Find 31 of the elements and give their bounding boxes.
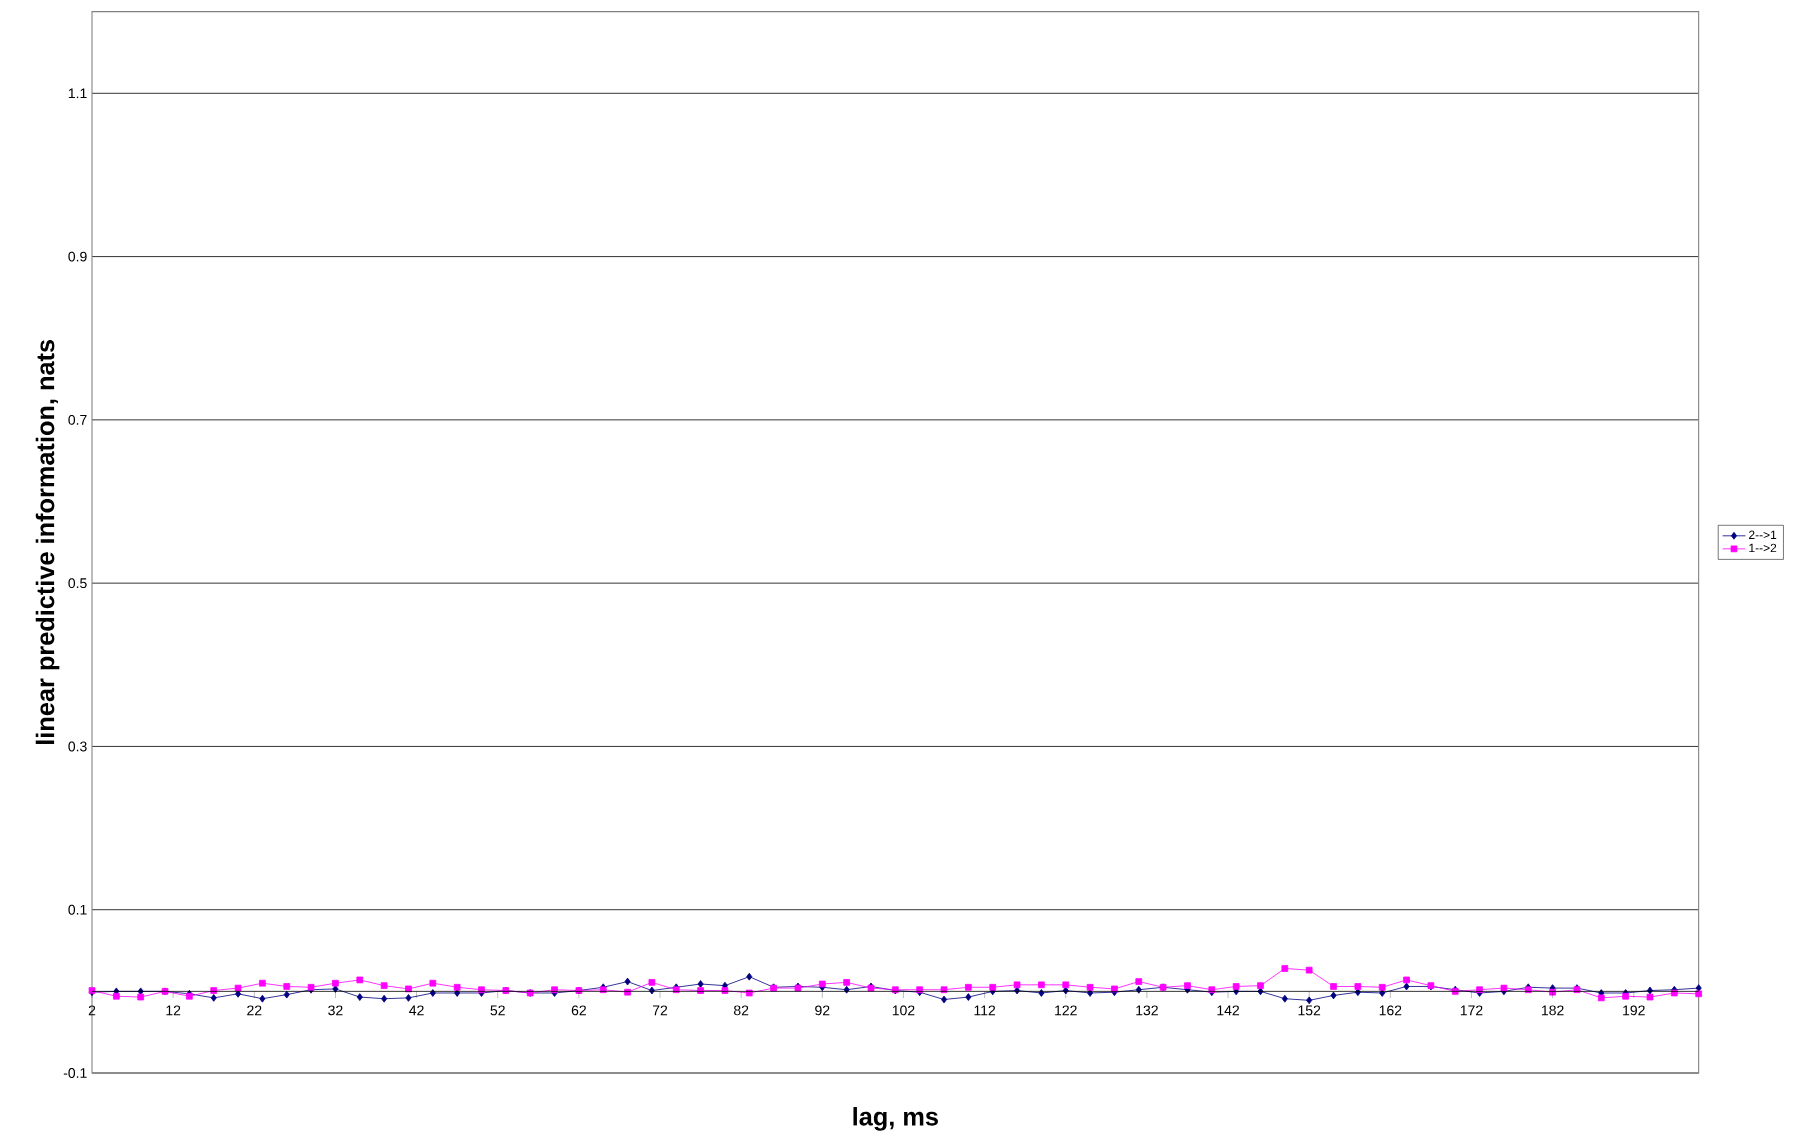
x-tick-label: 172 — [1460, 1005, 1483, 1016]
x-tick-label: 82 — [733, 1005, 749, 1016]
x-tick-label: 162 — [1379, 1005, 1402, 1016]
legend-label: 1-->2 — [1749, 543, 1777, 553]
x-tick-label: 22 — [247, 1005, 262, 1016]
x-tick-label: 132 — [1136, 1005, 1158, 1016]
y-axis-title: linear predictive information, nats — [35, 339, 60, 744]
x-tick-label: 192 — [1623, 1005, 1645, 1016]
x-tick-label: 112 — [974, 1005, 996, 1016]
x-tick-label: 2 — [88, 1005, 96, 1016]
x-tick-label: 122 — [1055, 1005, 1077, 1016]
x-tick-label: 72 — [652, 1005, 668, 1016]
x-tick-label: 182 — [1542, 1005, 1564, 1016]
x-tick-label: 42 — [409, 1005, 424, 1016]
x-tick-label: 102 — [892, 1005, 915, 1016]
x-tick-label: 92 — [815, 1005, 830, 1016]
y-tick-label: 0.9 — [68, 251, 87, 262]
x-tick-label: 62 — [571, 1005, 586, 1016]
y-tick-label: -0.1 — [63, 1068, 87, 1078]
legend-label: 2-->1 — [1749, 530, 1777, 539]
x-tick-label: 32 — [328, 1005, 343, 1016]
x-tick-label: 52 — [490, 1005, 505, 1016]
x-axis-title: lag, ms — [853, 1107, 938, 1131]
y-tick-label: 0.1 — [68, 904, 87, 915]
x-tick-label: 142 — [1217, 1005, 1239, 1016]
y-tick-label: 0.5 — [68, 578, 87, 589]
x-tick-label: 12 — [166, 1005, 181, 1016]
y-tick-label: 0.7 — [68, 414, 87, 425]
y-tick-label: 0.3 — [68, 741, 87, 752]
x-tick-label: 152 — [1298, 1005, 1321, 1016]
y-tick-label: 1.1 — [68, 88, 87, 99]
